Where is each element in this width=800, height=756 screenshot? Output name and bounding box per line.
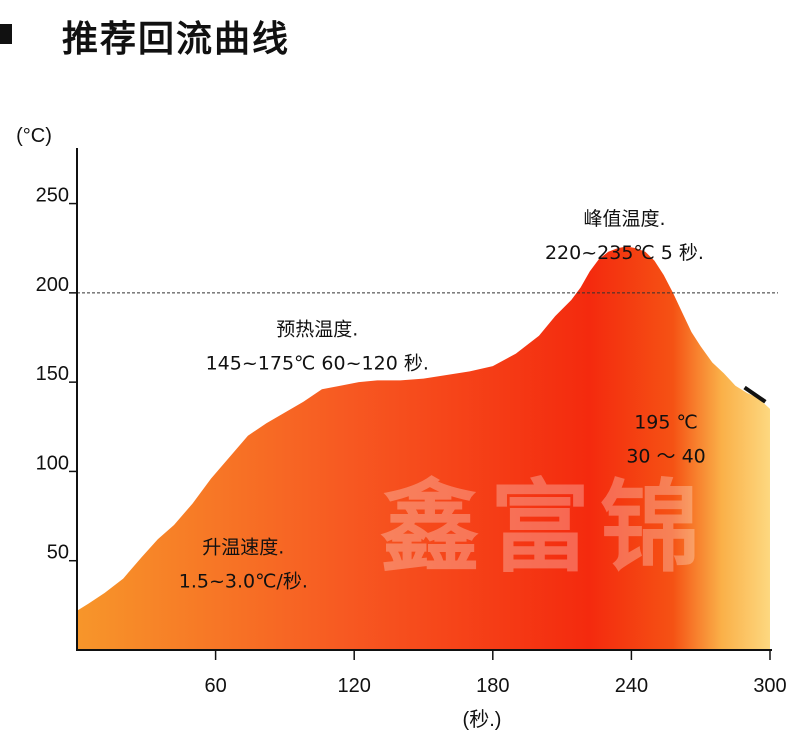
annotation-3-line-2: 30 ～ 40 xyxy=(626,446,705,468)
annotation-4-line-1: 升温速度. xyxy=(202,537,284,559)
annotation-4: 升温速度. 1.5~3.0℃/秒. xyxy=(179,537,308,593)
x-tick-label-300: 300 xyxy=(753,675,786,697)
profile-area xyxy=(77,246,770,650)
annotation-1: 峰值温度. 220~235℃ 5 秒. xyxy=(545,208,704,264)
y-tick-label-250: 250 xyxy=(36,185,69,207)
annotation-4-line-2: 1.5~3.0℃/秒. xyxy=(179,571,308,593)
annotation-3-line-1: 195 ℃ xyxy=(634,412,698,434)
x-axis-label: (秒.) xyxy=(463,708,502,731)
x-tick-label-180: 180 xyxy=(476,675,509,697)
y-axis-label: (°C) xyxy=(16,125,52,147)
annotation-1-line-2: 220~235℃ 5 秒. xyxy=(545,242,704,264)
annotation-2-line-2: 145~175℃ 60~120 秒. xyxy=(206,353,429,375)
x-tick-label-240: 240 xyxy=(615,675,648,697)
watermark-text: 鑫富锦 xyxy=(380,469,710,586)
x-tick-label-60: 60 xyxy=(204,675,226,697)
page-header: 推荐回流曲线 xyxy=(0,0,800,70)
y-tick-label-150: 150 xyxy=(36,363,69,385)
y-tick-label-100: 100 xyxy=(36,452,69,474)
end-marker xyxy=(743,385,767,404)
header-bullet xyxy=(0,24,12,44)
annotation-1-line-1: 峰值温度. xyxy=(583,208,665,230)
annotation-3: 195 ℃ 30 ～ 40 xyxy=(626,412,705,468)
page-title: 推荐回流曲线 xyxy=(62,19,291,60)
annotation-2: 预热温度. 145~175℃ 60~120 秒. xyxy=(206,319,429,375)
y-tick-label-50: 50 xyxy=(47,542,69,564)
annotation-2-line-1: 预热温度. xyxy=(276,319,358,341)
y-tick-label-200: 200 xyxy=(36,274,69,296)
x-tick-label-120: 120 xyxy=(338,675,371,697)
